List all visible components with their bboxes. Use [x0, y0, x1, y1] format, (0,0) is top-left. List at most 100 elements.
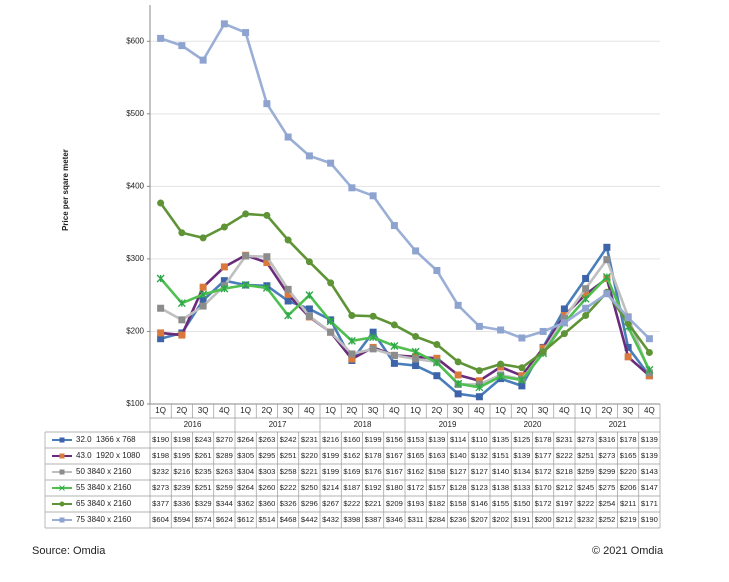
marker — [348, 350, 356, 358]
x-tick-label: 4Q — [644, 406, 655, 415]
table-cell: $251 — [195, 483, 212, 492]
marker — [411, 347, 420, 356]
marker — [518, 334, 526, 342]
marker — [518, 364, 526, 372]
x-tick-label: 1Q — [580, 406, 591, 415]
table-cell: $263 — [216, 467, 233, 476]
x-group-label: 2017 — [269, 420, 287, 429]
table-cell: $199 — [365, 435, 382, 444]
marker — [412, 355, 420, 363]
marker — [369, 312, 377, 320]
series — [157, 20, 653, 343]
marker — [582, 285, 590, 293]
table-cell: $167 — [386, 451, 403, 460]
x-tick-label: 1Q — [495, 406, 506, 415]
marker — [199, 56, 207, 64]
table-cell: $153 — [407, 435, 424, 444]
x-tick-label: 3Q — [198, 406, 209, 415]
table-cell: $139 — [513, 451, 530, 460]
marker — [284, 290, 292, 298]
table-cell: $200 — [535, 515, 552, 524]
table-cell: $182 — [428, 499, 445, 508]
marker — [582, 290, 590, 298]
marker — [157, 304, 165, 312]
table-cell: $132 — [471, 451, 488, 460]
legend-label: 43.0 1920 x 1080 — [76, 451, 141, 460]
table-cell: $155 — [492, 499, 509, 508]
x-tick-label: 1Q — [155, 406, 166, 415]
marker — [433, 354, 441, 362]
x-group-label: 2020 — [524, 420, 542, 429]
marker — [284, 133, 292, 141]
table-cell: $197 — [556, 499, 573, 508]
table-cell: $305 — [237, 451, 254, 460]
legend-label: 55 3840 x 2160 — [76, 483, 132, 492]
marker — [157, 199, 165, 207]
table-cell: $146 — [471, 499, 488, 508]
table-cell: $242 — [280, 435, 297, 444]
legend-label: 32.0 1366 x 768 — [76, 435, 136, 444]
table-cell: $235 — [195, 467, 212, 476]
table-cell: $172 — [535, 499, 552, 508]
legend-marker — [59, 501, 65, 507]
table-cell: $232 — [152, 467, 169, 476]
marker — [199, 290, 208, 299]
table-cell: $261 — [195, 451, 212, 460]
marker — [178, 316, 186, 324]
legend-marker — [59, 437, 65, 443]
y-tick-label: $400 — [126, 181, 144, 190]
legend-marker — [59, 485, 65, 491]
table-cell: $346 — [386, 515, 403, 524]
table-cell: $220 — [301, 451, 318, 460]
marker — [517, 376, 526, 385]
marker — [177, 299, 186, 308]
marker — [242, 252, 250, 260]
table-cell: $222 — [577, 499, 594, 508]
table-cell: $299 — [598, 467, 615, 476]
table-cell: $231 — [556, 435, 573, 444]
table-cell: $167 — [386, 467, 403, 476]
table-cell: $264 — [237, 483, 254, 492]
legend-marker — [59, 453, 65, 459]
table-cell: $222 — [556, 451, 573, 460]
table-cell: $398 — [343, 515, 360, 524]
marker — [433, 372, 441, 380]
x-tick-label: 1Q — [325, 406, 336, 415]
table-cell: $127 — [471, 467, 488, 476]
table-cell: $387 — [365, 515, 382, 524]
table-cell: $432 — [322, 515, 339, 524]
table-cell: $158 — [450, 499, 467, 508]
marker — [454, 379, 463, 388]
marker — [157, 329, 165, 337]
marker — [645, 335, 653, 343]
marker — [305, 258, 313, 266]
marker — [199, 234, 207, 242]
table-cell: $139 — [428, 435, 445, 444]
marker — [560, 314, 568, 322]
marker — [284, 311, 293, 320]
table-cell: $218 — [556, 467, 573, 476]
x-tick-label: 3Q — [623, 406, 634, 415]
table-cell: $209 — [386, 499, 403, 508]
table-cell: $251 — [577, 451, 594, 460]
marker — [475, 377, 483, 385]
x-tick-label: 2Q — [602, 406, 613, 415]
table-cell: $442 — [301, 515, 318, 524]
table-cell: $239 — [173, 483, 190, 492]
marker — [581, 294, 590, 303]
marker — [327, 159, 335, 167]
table-cell: $169 — [343, 467, 360, 476]
table-cell: $329 — [195, 499, 212, 508]
table-cell: $160 — [343, 435, 360, 444]
table-cell: $344 — [216, 499, 233, 508]
marker — [497, 360, 505, 368]
marker — [433, 341, 441, 349]
marker — [560, 330, 568, 338]
marker — [497, 326, 505, 334]
marker — [475, 383, 484, 392]
x-tick-label: 4Q — [559, 406, 570, 415]
marker — [624, 319, 632, 327]
marker — [178, 229, 186, 237]
x-tick-label: 4Q — [219, 406, 230, 415]
marker — [369, 345, 377, 353]
